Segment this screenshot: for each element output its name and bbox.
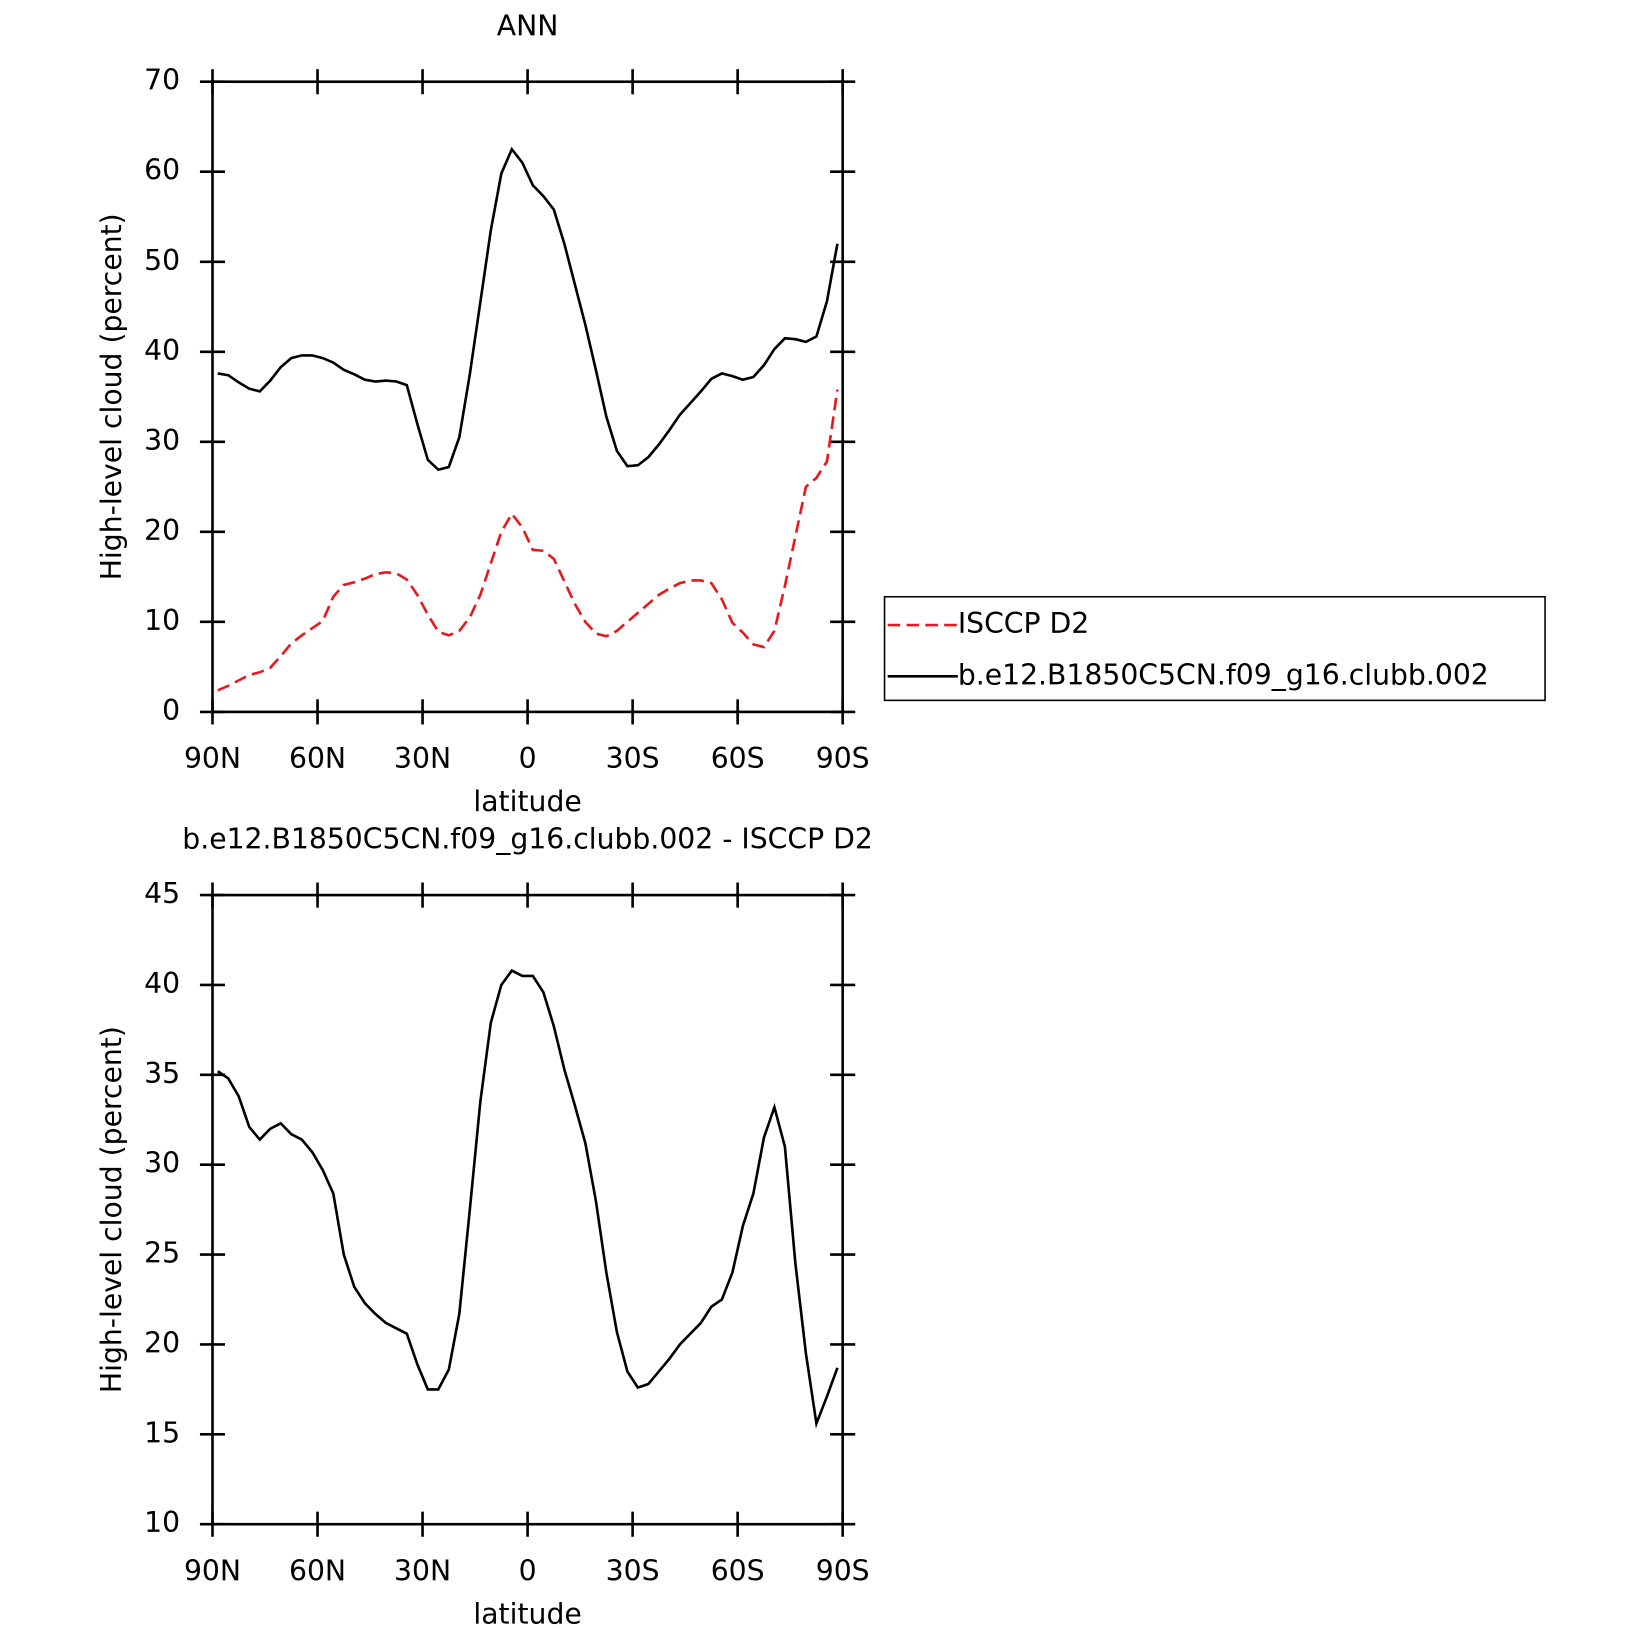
- chart-title: b.e12.B1850C5CN.f09_g16.clubb.002 - ISCC…: [182, 823, 873, 856]
- y-tick-label: 20: [144, 1326, 180, 1359]
- y-tick-label: 30: [144, 424, 180, 457]
- x-tick-label: 60S: [711, 742, 765, 775]
- chart-title: ANN: [497, 9, 559, 42]
- x-tick-label: 90N: [184, 742, 241, 775]
- y-tick-label: 25: [144, 1237, 180, 1270]
- x-tick-label: 30N: [394, 1554, 451, 1587]
- data-line: [217, 389, 839, 692]
- y-tick-label: 10: [144, 1506, 180, 1539]
- x-axis-label: latitude: [473, 785, 581, 818]
- x-axis-label: latitude: [473, 1597, 581, 1630]
- x-tick-label: 0: [519, 1554, 537, 1587]
- plot-frame: [211, 80, 844, 714]
- x-tick-label: 90S: [816, 742, 870, 775]
- y-tick-label: 70: [144, 64, 180, 97]
- y-tick-label: 40: [144, 334, 180, 367]
- x-tick-label: 0: [519, 742, 537, 775]
- data-line: [217, 968, 839, 1429]
- y-axis-label: High-level cloud (percent): [95, 1026, 128, 1393]
- y-tick-label: 20: [144, 514, 180, 547]
- y-tick-label: 35: [144, 1057, 180, 1090]
- x-tick-label: 30S: [606, 742, 660, 775]
- y-axis-label: High-level cloud (percent): [95, 213, 128, 580]
- y-tick-label: 15: [144, 1416, 180, 1449]
- x-tick-label: 30N: [394, 742, 451, 775]
- y-tick-label: 60: [144, 154, 180, 187]
- y-tick-label: 30: [144, 1147, 180, 1180]
- x-tick-label: 60S: [711, 1554, 765, 1587]
- legend-label: ISCCP D2: [958, 607, 1089, 640]
- x-tick-label: 90N: [184, 1554, 241, 1587]
- y-tick-label: 10: [144, 604, 180, 637]
- x-tick-label: 60N: [289, 742, 346, 775]
- x-tick-label: 30S: [606, 1554, 660, 1587]
- data-line: [217, 146, 839, 472]
- y-tick-label: 40: [144, 967, 180, 1000]
- x-tick-label: 60N: [289, 1554, 346, 1587]
- y-tick-label: 50: [144, 244, 180, 277]
- y-tick-label: 45: [144, 877, 180, 910]
- legend-box: [883, 595, 1546, 702]
- x-tick-label: 90S: [816, 1554, 870, 1587]
- y-tick-label: 0: [162, 694, 180, 727]
- legend-label: b.e12.B1850C5CN.f09_g16.clubb.002: [958, 658, 1489, 691]
- plot-frame: [211, 893, 844, 1526]
